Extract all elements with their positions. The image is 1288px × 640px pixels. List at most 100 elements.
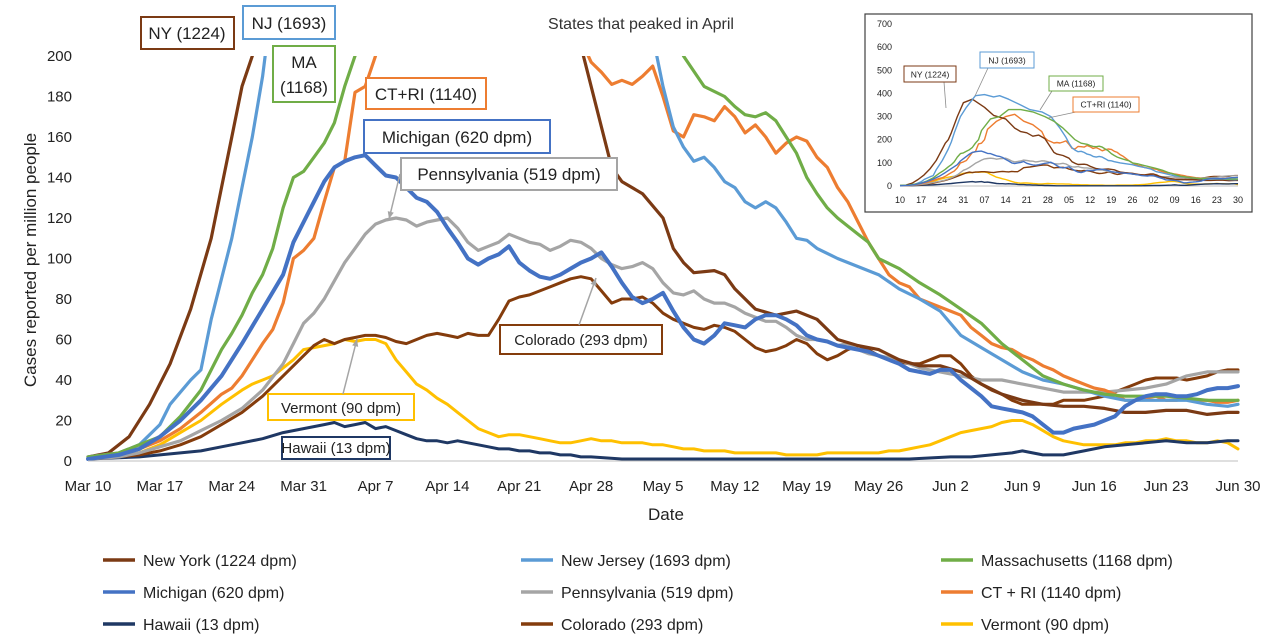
vermont-arrow bbox=[342, 338, 359, 395]
inset-series-line-new-jersey bbox=[899, 93, 1239, 187]
inset-chart: 0 100 200 300 400 500 600 700 10 17 24 31 07 14 21 28 05… bbox=[864, 13, 1253, 213]
inset-annotation: NY (1224) bbox=[903, 65, 957, 109]
inset-y-tick-label: 0 bbox=[887, 181, 892, 191]
inset-annotation: NJ (1693) bbox=[974, 51, 1035, 97]
svg-text:Hawaii (13 dpm): Hawaii (13 dpm) bbox=[281, 440, 390, 457]
svg-text:NY (1224): NY (1224) bbox=[911, 70, 950, 80]
annotation-colorado: Colorado (293 dpm) bbox=[499, 324, 663, 355]
chart-title: States that peaked in April bbox=[548, 16, 734, 33]
y-tick-label: 40 bbox=[55, 372, 72, 389]
legend-label: Pennsylvania (519 dpm) bbox=[561, 585, 734, 602]
inset-x-tick-label: 05 bbox=[1064, 195, 1074, 205]
inset-x-tick-label: 02 bbox=[1148, 195, 1158, 205]
x-tick-label: May 12 bbox=[710, 478, 759, 495]
legend-item-massachusetts: Massachusetts (1168 dpm) bbox=[941, 553, 1173, 570]
series-line-hawaii bbox=[86, 421, 1240, 461]
inset-x-tick-label: 07 bbox=[979, 195, 989, 205]
svg-text:NJ (1693): NJ (1693) bbox=[252, 14, 327, 33]
inset-x-tick-label: 30 bbox=[1233, 195, 1243, 205]
inset-x-tick-label: 16 bbox=[1191, 195, 1201, 205]
svg-text:Colorado (293 dpm): Colorado (293 dpm) bbox=[514, 332, 647, 349]
inset-x-tick-label: 09 bbox=[1170, 195, 1180, 205]
x-tick-label: Apr 7 bbox=[358, 478, 394, 495]
annotation-ma: MA (1168) bbox=[272, 45, 336, 103]
series-line-new-york bbox=[86, 56, 1240, 459]
legend-label: Massachusetts (1168 dpm) bbox=[981, 553, 1173, 570]
legend-item-new-york: New York (1224 dpm) bbox=[103, 553, 297, 570]
inset-x-tick-label: 26 bbox=[1127, 195, 1137, 205]
x-tick-label: Jun 30 bbox=[1215, 478, 1260, 495]
y-tick-label: 60 bbox=[55, 332, 72, 349]
annotation-ct-ri: CT+RI (1140) bbox=[365, 77, 487, 110]
inset-series-line-new-york bbox=[899, 98, 1238, 187]
inset-y-tick-label: 600 bbox=[877, 42, 892, 52]
x-tick-label: May 26 bbox=[854, 478, 903, 495]
legend-label: CT + RI (1140 dpm) bbox=[981, 585, 1121, 602]
pennsylvania-arrow bbox=[387, 173, 401, 220]
inset-series-line-hawaii bbox=[899, 180, 1238, 187]
svg-text:MA (1168): MA (1168) bbox=[1057, 79, 1096, 89]
inset-y-tick-label: 500 bbox=[877, 65, 892, 75]
legend-label: New Jersey (1693 dpm) bbox=[561, 553, 731, 570]
inset-x-tick-label: 14 bbox=[1001, 195, 1011, 205]
y-tick-label: 80 bbox=[55, 291, 72, 308]
legend-label: New York (1224 dpm) bbox=[143, 553, 297, 570]
series-line-michigan bbox=[86, 153, 1240, 461]
legend-item-pennsylvania: Pennsylvania (519 dpm) bbox=[521, 585, 734, 602]
inset-x-tick-label: 31 bbox=[958, 195, 968, 205]
annotation-pennsylvania: Pennsylvania (519 dpm) bbox=[400, 157, 618, 191]
y-tick-label: 0 bbox=[64, 453, 72, 470]
x-tick-label: Mar 31 bbox=[280, 478, 327, 495]
inset-x-tick-label: 19 bbox=[1106, 195, 1116, 205]
svg-text:NY (1224): NY (1224) bbox=[148, 24, 225, 43]
y-tick-label: 140 bbox=[47, 170, 72, 187]
legend-label: Colorado (293 dpm) bbox=[561, 617, 703, 634]
x-tick-label: Mar 17 bbox=[137, 478, 184, 495]
x-tick-label: Jun 9 bbox=[1004, 478, 1041, 495]
annotation-hawaii: Hawaii (13 dpm) bbox=[281, 436, 391, 460]
y-tick-label: 200 bbox=[47, 48, 72, 65]
legend-label: Hawaii (13 dpm) bbox=[143, 617, 259, 634]
y-tick-label: 100 bbox=[47, 251, 72, 268]
legend-item-michigan: Michigan (620 dpm) bbox=[103, 585, 284, 602]
legend-item-hawaii: Hawaii (13 dpm) bbox=[103, 617, 259, 634]
annotations: NY (1224) NJ (1693) MA (1168) CT+RI (1140) Mi… bbox=[140, 5, 663, 460]
inset-series-line-ct-ri bbox=[899, 113, 1239, 187]
inset-x-tick-label: 24 bbox=[937, 195, 947, 205]
inset-y-tick-label: 200 bbox=[877, 135, 892, 145]
y-tick-label: 160 bbox=[47, 129, 72, 146]
legend-item-colorado: Colorado (293 dpm) bbox=[521, 617, 703, 634]
inset-x-tick-label: 28 bbox=[1043, 195, 1053, 205]
x-tick-label: May 5 bbox=[643, 478, 684, 495]
series-line-ct-ri bbox=[86, 56, 1240, 461]
inset-series-line-michigan bbox=[899, 150, 1239, 187]
x-tick-label: Mar 24 bbox=[208, 478, 255, 495]
inset-x-tick-label: 23 bbox=[1212, 195, 1222, 205]
inset-annotation: MA (1168) bbox=[1039, 75, 1104, 111]
legend-label: Michigan (620 dpm) bbox=[143, 585, 284, 602]
svg-text:MA: MA bbox=[291, 53, 317, 72]
svg-text:Pennsylvania (519 dpm): Pennsylvania (519 dpm) bbox=[417, 165, 600, 184]
y-axis-label: Cases reported per million people bbox=[21, 133, 40, 387]
x-tick-label: Apr 28 bbox=[569, 478, 613, 495]
annotation-michigan: Michigan (620 dpm) bbox=[363, 119, 551, 154]
series-line-pennsylvania bbox=[86, 216, 1240, 461]
inset-x-tick-label: 21 bbox=[1022, 195, 1032, 205]
inset-x-tick-label: 12 bbox=[1085, 195, 1095, 205]
inset-series-line-massachusetts bbox=[899, 108, 1238, 187]
inset-y-tick-label: 100 bbox=[877, 158, 892, 168]
plot-area bbox=[86, 56, 1240, 461]
y-tick-label: 120 bbox=[47, 210, 72, 227]
legend: New York (1224 dpm) New Jersey (1693 dpm)… bbox=[103, 553, 1173, 634]
annotation-nj: NJ (1693) bbox=[242, 5, 336, 40]
annotation-ny: NY (1224) bbox=[140, 16, 235, 50]
svg-text:NJ (1693): NJ (1693) bbox=[988, 56, 1025, 66]
inset-y-tick-label: 300 bbox=[877, 112, 892, 122]
svg-text:Vermont (90 dpm): Vermont (90 dpm) bbox=[281, 400, 401, 417]
legend-item-vermont: Vermont (90 dpm) bbox=[941, 617, 1109, 634]
series-line-new-jersey bbox=[86, 56, 1240, 459]
legend-item-ct-ri: CT + RI (1140 dpm) bbox=[941, 585, 1121, 602]
